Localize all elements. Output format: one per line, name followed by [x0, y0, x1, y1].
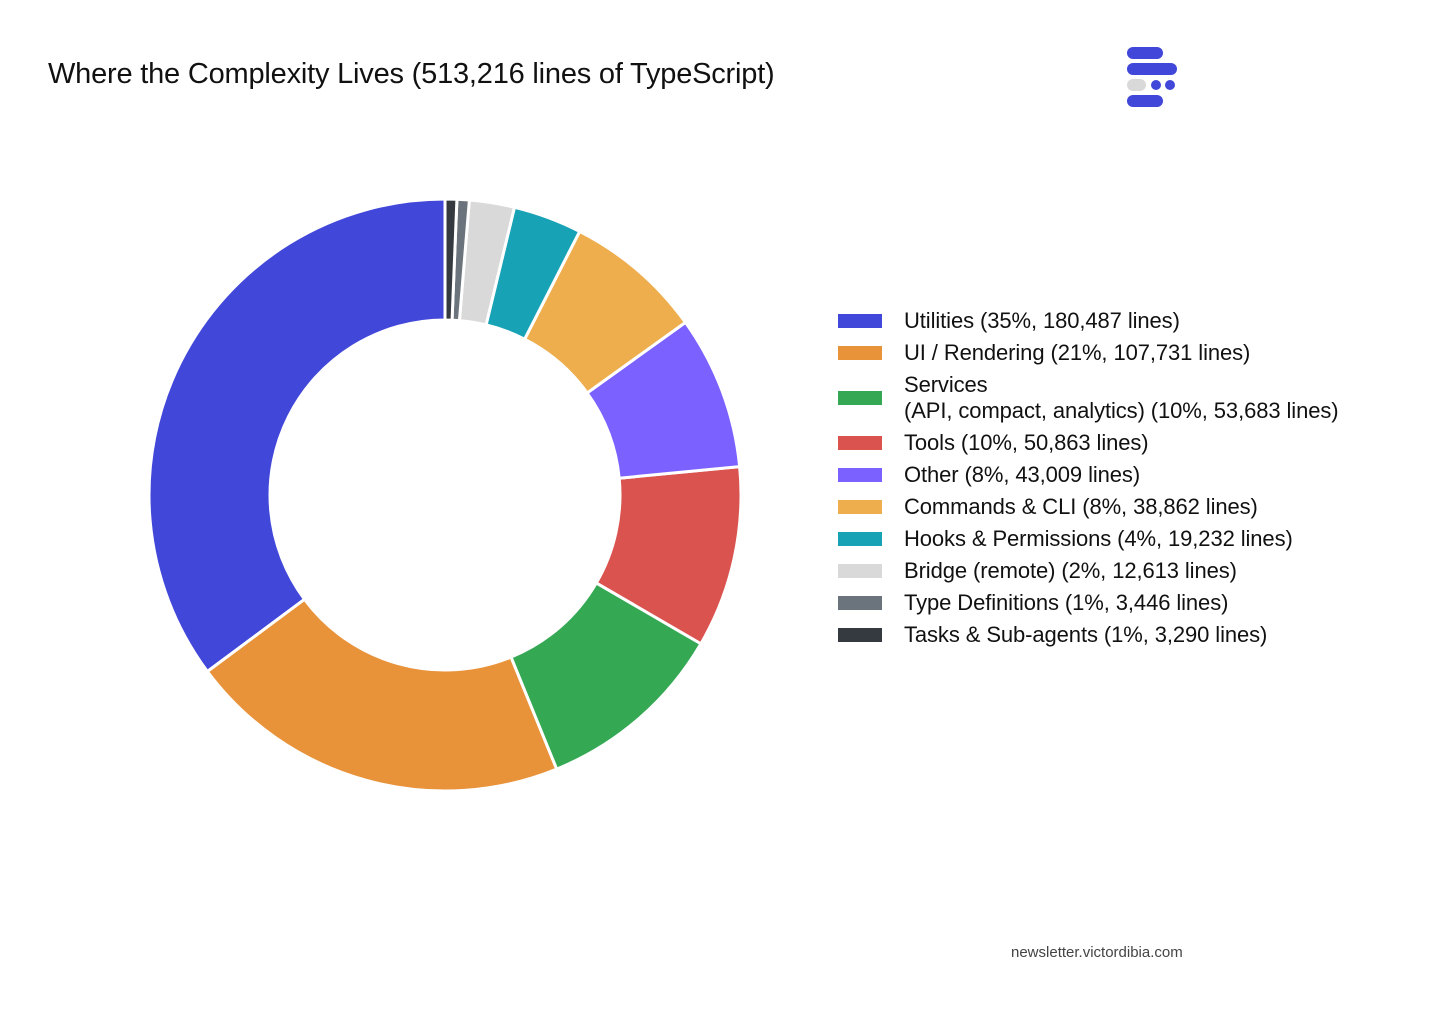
legend-item: Other (8%, 43,009 lines) — [838, 462, 1438, 488]
legend-swatch — [838, 314, 882, 328]
donut-slice-1 — [205, 597, 559, 793]
legend-item: Type Definitions (1%, 3,446 lines) — [838, 590, 1438, 616]
legend-swatch — [838, 564, 882, 578]
logo-bar-bottom — [1127, 95, 1163, 107]
legend-label: Other (8%, 43,009 lines) — [904, 462, 1141, 487]
legend-label: Tools (10%, 50,863 lines) — [904, 430, 1149, 455]
legend-label: Hooks & Permissions (4%, 19,232 lines) — [904, 526, 1293, 551]
logo-bar-middle — [1127, 63, 1177, 75]
legend-label: Type Definitions (1%, 3,446 lines) — [904, 590, 1229, 615]
legend: Utilities (35%, 180,487 lines) UI / Rende… — [838, 308, 1438, 654]
legend-label: Bridge (remote) (2%, 12,613 lines) — [904, 558, 1237, 583]
logo-dot-1 — [1151, 80, 1161, 90]
newsletter-logo-icon — [1124, 44, 1182, 110]
legend-swatch — [838, 532, 882, 546]
logo-bar-top — [1127, 47, 1163, 59]
donut-slice-0 — [147, 197, 447, 673]
legend-swatch — [838, 436, 882, 450]
donut-slice-9 — [443, 197, 459, 322]
legend-swatch — [838, 596, 882, 610]
legend-swatch — [838, 391, 882, 405]
legend-swatch — [838, 468, 882, 482]
legend-label: Commands & CLI (8%, 38,862 lines) — [904, 494, 1258, 519]
legend-swatch — [838, 346, 882, 360]
legend-item: Utilities (35%, 180,487 lines) — [838, 308, 1438, 334]
logo-bar-light — [1127, 79, 1146, 91]
legend-label: Services (API, compact, analytics) (10%,… — [904, 372, 1339, 423]
footer-source: newsletter.victordibia.com — [1011, 944, 1183, 961]
legend-item: Commands & CLI (8%, 38,862 lines) — [838, 494, 1438, 520]
logo-dot-2 — [1165, 80, 1175, 90]
chart-title: Where the Complexity Lives (513,216 line… — [48, 58, 775, 90]
legend-item: Services (API, compact, analytics) (10%,… — [838, 372, 1438, 424]
legend-label: Utilities (35%, 180,487 lines) — [904, 308, 1180, 333]
legend-item: Bridge (remote) (2%, 12,613 lines) — [838, 558, 1438, 584]
legend-label: UI / Rendering (21%, 107,731 lines) — [904, 340, 1251, 365]
legend-item: Hooks & Permissions (4%, 19,232 lines) — [838, 526, 1438, 552]
legend-swatch — [838, 628, 882, 642]
legend-item: UI / Rendering (21%, 107,731 lines) — [838, 340, 1438, 366]
legend-label: Tasks & Sub-agents (1%, 3,290 lines) — [904, 622, 1268, 647]
donut-chart — [147, 197, 743, 793]
legend-item: Tasks & Sub-agents (1%, 3,290 lines) — [838, 622, 1438, 648]
legend-item: Tools (10%, 50,863 lines) — [838, 430, 1438, 456]
legend-swatch — [838, 500, 882, 514]
